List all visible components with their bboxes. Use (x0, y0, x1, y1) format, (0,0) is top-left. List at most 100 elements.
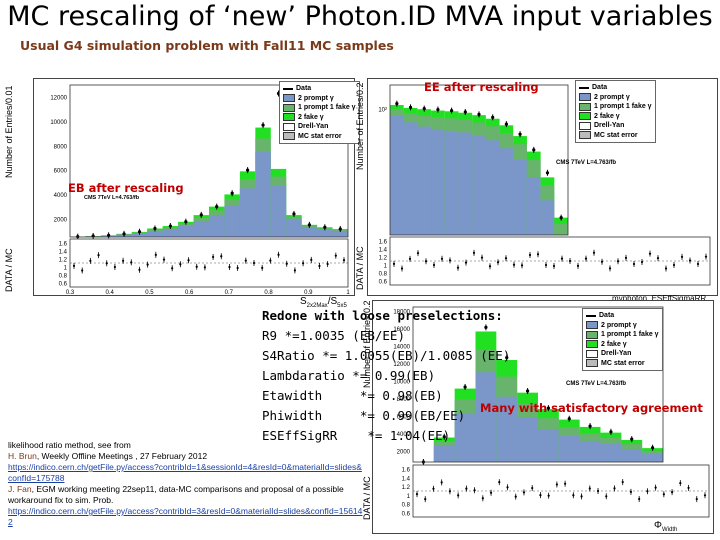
data-point (122, 232, 126, 236)
ratio-point (522, 491, 526, 494)
ratio-point (629, 490, 633, 493)
hist-bar-2prompt (454, 413, 476, 462)
legend-swatch (586, 359, 598, 368)
data-point (450, 108, 454, 113)
ratio-point (195, 265, 198, 268)
ratio-point (416, 251, 420, 255)
hist-bar-2prompt (417, 126, 432, 235)
ratio-point (130, 261, 133, 264)
ref2: J. Fan, EGM working meeting 22sep11, dat… (8, 484, 363, 506)
ratio-point (179, 263, 182, 266)
ratio-point (211, 255, 215, 259)
data-point (168, 224, 172, 228)
ratio-point (670, 491, 674, 494)
data-point (463, 385, 467, 389)
data-point (477, 112, 481, 116)
legend-label: 2 prompt γ (594, 93, 630, 101)
slide-subtitle: Usual G4 simulation problem with Fall11 … (20, 38, 394, 53)
data-point (184, 220, 188, 224)
data-point (395, 102, 399, 106)
ref2-author: J. Fan (8, 484, 32, 494)
ratio-tick-label: 0.6 (379, 280, 388, 286)
legend-label: 1 prompt 1 fake γ (594, 103, 652, 110)
ratio-point (342, 258, 346, 262)
legend-swatch (579, 131, 591, 140)
ratio-point (440, 257, 444, 260)
ratio-point (138, 268, 141, 271)
data-point (491, 115, 495, 119)
ratio-point (415, 493, 419, 496)
ratio-tick-label: 1.4 (379, 248, 388, 254)
legend-swatch (579, 93, 591, 102)
ratio-point (552, 264, 556, 268)
ratio-point (531, 486, 534, 490)
ref2-link[interactable]: https://indico.cern.ch/getFile.py/access… (8, 506, 363, 527)
data-point (463, 110, 467, 114)
ref1-link[interactable]: https://indico.cern.ch/getFile.py/access… (8, 462, 362, 483)
legend-row-1prompt: 1 prompt 1 fake γ (283, 103, 356, 113)
notes-line: Phiwidth *= 0.99(EB/EE) (262, 408, 466, 423)
legend-row-2prompt: 2 prompt γ (579, 93, 652, 103)
plot-ee-legend: Data 2 prompt γ 1 prompt 1 fake γ 2 fake… (575, 80, 656, 143)
plot-ee: 10² 1.6 1.4 1.2 1 0.8 0.6 (367, 78, 718, 296)
hist-bar-2prompt (472, 136, 486, 235)
refs-intro: likelihood ratio method, see from (8, 440, 131, 450)
hist-bar-2prompt (496, 396, 518, 462)
legend-swatch (586, 340, 598, 349)
legend-swatch (586, 314, 596, 317)
legend-label: MC stat error (298, 132, 342, 140)
legend-label: MC stat error (594, 131, 638, 139)
legend-row-2fake: 2 fake γ (283, 113, 356, 123)
hist-bar-2prompt (499, 148, 514, 235)
ratio-point (488, 265, 492, 268)
legend-row-2prompt: 2 prompt γ (586, 321, 659, 331)
legend-label: MC stat error (601, 359, 645, 367)
plot-eb-xlabel-sub2: 5x5 (337, 303, 347, 309)
legend-row-dy: Drell-Yan (586, 349, 659, 359)
plot-ee-ylabel: Number of Entries/0.2 (355, 82, 365, 170)
notes-line: ESEffSigRR *= 1.04(EE) (262, 428, 451, 443)
hist-bar-1prompt (554, 224, 568, 235)
data-point (650, 446, 655, 450)
ratio-point (481, 497, 484, 500)
legend-label: 1 prompt 1 fake γ (601, 331, 659, 338)
ratio-point (432, 487, 435, 490)
ratio-point (672, 263, 676, 267)
legend-label: Data (296, 85, 312, 92)
data-point (518, 132, 522, 136)
x-tick-label: 0.6 (185, 290, 194, 295)
y-tick-label: 10² (378, 108, 387, 114)
plot-eb-xlabel-slash: /S (327, 296, 338, 307)
ratio-point (632, 262, 636, 266)
hist-bar-2prompt (579, 440, 601, 462)
ratio-point (424, 498, 427, 501)
ratio-point (504, 257, 508, 260)
y-tick-label: 16000 (393, 327, 410, 333)
data-point (588, 424, 592, 428)
ratio-point (572, 494, 575, 497)
legend-label: Data (599, 312, 615, 319)
legend-label: Data (592, 84, 608, 91)
legend-swatch (579, 121, 591, 130)
hist-bar-2prompt (621, 448, 643, 462)
data-point (559, 216, 563, 220)
ratio-point (326, 262, 329, 266)
legend-swatch (283, 103, 295, 112)
ref1: H. Brun, Weekly Offline Meetings , 27 Fe… (8, 451, 363, 462)
plot-eb-xlabel-s: S (300, 296, 307, 307)
ratio-point (448, 259, 452, 262)
ratio-point (576, 264, 580, 267)
ratio-point (596, 489, 600, 493)
plot-eb-annotation: EB after rescaling (68, 181, 184, 195)
ref1-author: H. Brun (8, 451, 37, 461)
hist-bar-2prompt (431, 129, 445, 235)
ratio-tick-label: 1.2 (379, 256, 388, 262)
ratio-point (277, 253, 280, 256)
plot-ee-ratio-label: DATA / MC (355, 246, 365, 290)
ratio-point (146, 263, 149, 266)
x-tick-label: 0.4 (106, 290, 115, 295)
ratio-point (448, 490, 452, 493)
hist-bar-2prompt (526, 177, 541, 235)
ratio-point (81, 269, 84, 272)
y-tick-label: 6000 (54, 169, 68, 175)
